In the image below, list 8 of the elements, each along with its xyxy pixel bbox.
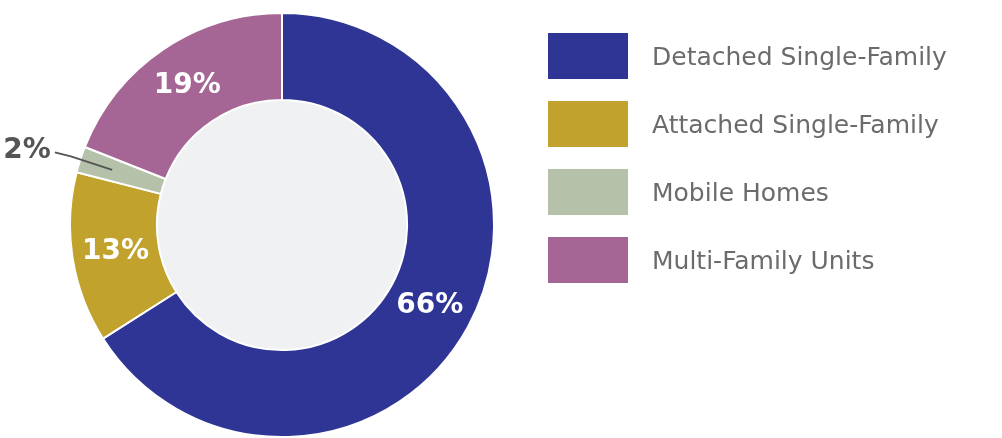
legend-label: Detached Single-Family xyxy=(651,40,947,73)
legend-label: Multi-Family Units xyxy=(651,244,876,277)
data-label: 2% xyxy=(3,131,51,165)
data-label: 19% xyxy=(153,66,221,100)
legend-label: Attached Single-Family xyxy=(651,108,940,141)
data-label: 13% xyxy=(82,232,150,266)
data-label: 66% xyxy=(396,287,464,321)
legend-label: Mobile Homes xyxy=(651,176,830,209)
